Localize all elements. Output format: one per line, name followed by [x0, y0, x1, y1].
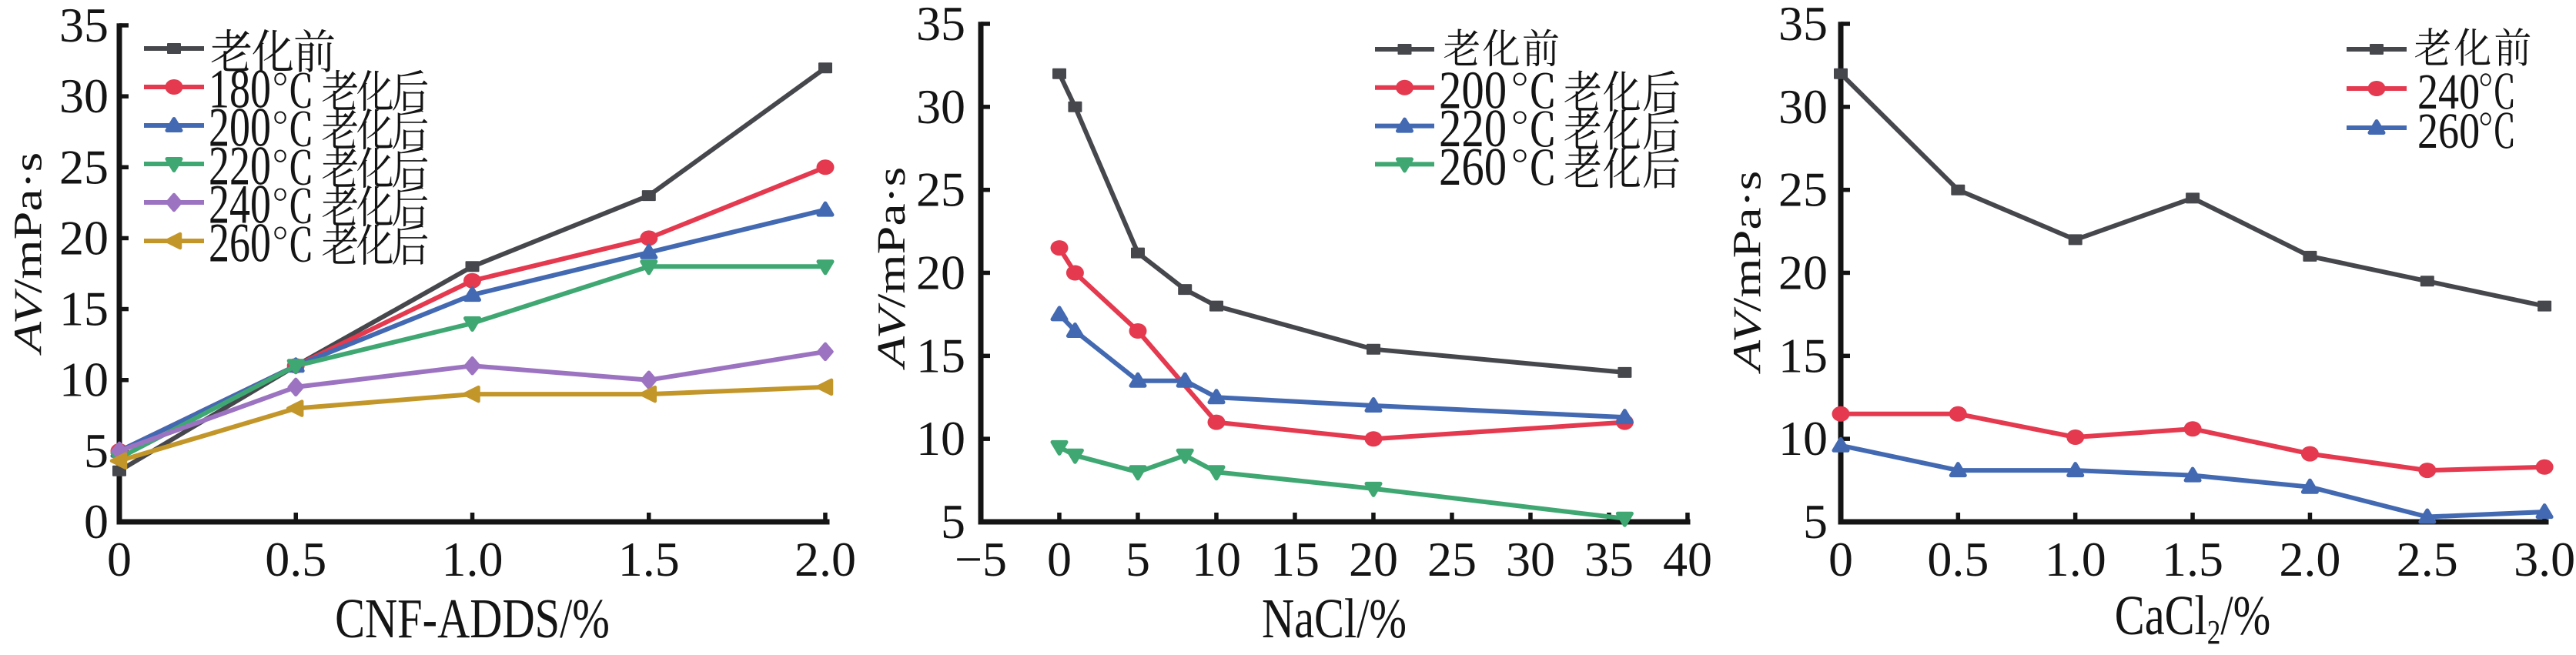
svg-text:35: 35: [1778, 0, 1828, 51]
svg-text:AV/mPa·s: AV/mPa·s: [1725, 171, 1768, 375]
svg-text:5: 5: [1803, 494, 1828, 549]
svg-text:10: 10: [59, 353, 109, 407]
svg-text:0.5: 0.5: [1927, 532, 1989, 586]
svg-text:1.0: 1.0: [2045, 532, 2106, 586]
svg-text:260: 260: [209, 212, 271, 273]
svg-text:0.5: 0.5: [265, 532, 326, 586]
svg-text:5: 5: [84, 423, 109, 478]
svg-text:15: 15: [1270, 532, 1320, 586]
svg-text:220: 220: [209, 135, 271, 196]
svg-text:260: 260: [2417, 103, 2480, 159]
svg-text:15: 15: [59, 282, 109, 336]
svg-text:10: 10: [1778, 411, 1828, 466]
svg-text:25: 25: [1778, 162, 1828, 217]
svg-text:CaCl2/%: CaCl2/%: [2115, 585, 2271, 651]
svg-text:240: 240: [209, 173, 271, 235]
svg-text:CNF-ADDS/%: CNF-ADDS/%: [335, 588, 610, 650]
svg-text:30: 30: [59, 69, 109, 123]
svg-text:2.5: 2.5: [2397, 532, 2458, 586]
svg-text:−5: −5: [955, 532, 1007, 586]
svg-text:30: 30: [1778, 79, 1828, 134]
svg-text:5: 5: [1126, 532, 1150, 586]
svg-text:35: 35: [916, 0, 965, 51]
svg-text:3.0: 3.0: [2514, 532, 2575, 586]
svg-text:25: 25: [916, 162, 965, 217]
svg-text:40: 40: [1663, 532, 1712, 586]
svg-text:1.0: 1.0: [442, 532, 503, 586]
svg-text:35: 35: [59, 0, 109, 52]
svg-text:0: 0: [107, 532, 132, 586]
svg-text:20: 20: [916, 245, 965, 299]
svg-text:AV/mPa·s: AV/mPa·s: [6, 152, 50, 356]
svg-text:2.0: 2.0: [795, 532, 856, 586]
svg-text:5: 5: [941, 494, 965, 549]
svg-text:15: 15: [1778, 328, 1828, 383]
svg-text:30: 30: [1506, 532, 1555, 586]
svg-text:1.5: 1.5: [2162, 532, 2223, 586]
svg-text:15: 15: [916, 328, 965, 383]
svg-text:1.5: 1.5: [618, 532, 680, 586]
svg-text:220: 220: [1439, 98, 1507, 158]
svg-text:200: 200: [1439, 59, 1507, 119]
svg-text:20: 20: [59, 210, 109, 265]
svg-text:25: 25: [1427, 532, 1477, 586]
svg-text:240: 240: [2417, 64, 2480, 120]
svg-text:20: 20: [1778, 245, 1828, 299]
svg-text:10: 10: [916, 411, 965, 466]
svg-text:30: 30: [916, 79, 965, 134]
svg-text:0: 0: [84, 494, 109, 549]
svg-text:20: 20: [1349, 532, 1398, 586]
svg-text:180: 180: [209, 58, 271, 119]
svg-text:AV/mPa·s: AV/mPa·s: [869, 167, 913, 371]
svg-text:2.0: 2.0: [2279, 532, 2340, 586]
svg-text:10: 10: [1192, 532, 1241, 586]
svg-text:200: 200: [209, 96, 271, 158]
svg-text:0: 0: [1047, 532, 1072, 586]
svg-text:25: 25: [59, 139, 109, 194]
svg-text:0: 0: [1828, 532, 1853, 586]
svg-text:NaCl/%: NaCl/%: [1262, 588, 1407, 650]
svg-text:35: 35: [1584, 532, 1634, 586]
svg-text:260: 260: [1439, 136, 1507, 196]
